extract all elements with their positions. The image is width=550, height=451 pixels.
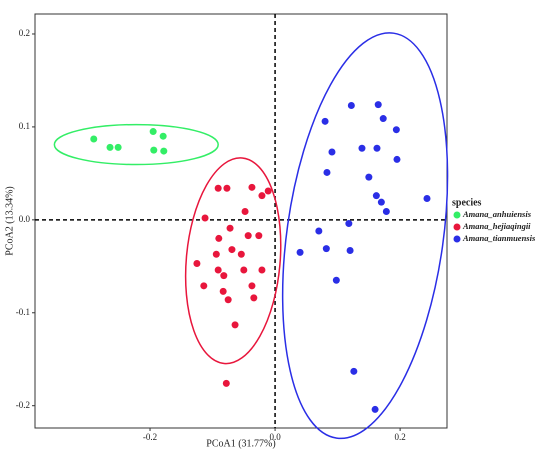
point bbox=[321, 117, 329, 125]
point bbox=[228, 246, 236, 254]
point bbox=[350, 367, 358, 375]
point bbox=[220, 272, 228, 280]
point bbox=[374, 101, 382, 109]
point bbox=[373, 144, 381, 152]
point bbox=[377, 198, 385, 206]
point bbox=[248, 282, 256, 290]
point bbox=[332, 276, 340, 284]
point bbox=[372, 192, 380, 200]
point bbox=[200, 282, 208, 290]
x-tick-label: 0.0 bbox=[269, 432, 281, 442]
y-tick-label: 0.1 bbox=[19, 121, 30, 131]
point bbox=[149, 128, 157, 136]
point bbox=[323, 168, 331, 176]
point bbox=[379, 115, 387, 123]
point bbox=[264, 187, 272, 195]
point bbox=[215, 234, 223, 242]
point bbox=[345, 220, 353, 228]
legend-label: Amana_hejiaqingii bbox=[462, 221, 531, 231]
point bbox=[347, 102, 355, 110]
point bbox=[160, 147, 168, 155]
point bbox=[224, 296, 232, 304]
point bbox=[371, 405, 379, 413]
point bbox=[358, 144, 366, 152]
point bbox=[193, 260, 201, 268]
point bbox=[231, 321, 239, 329]
point bbox=[219, 287, 227, 295]
y-axis-title: PCoA2 (13.34%) bbox=[4, 186, 15, 255]
legend-label: Amana_tianmuensis bbox=[462, 233, 536, 243]
point bbox=[106, 143, 114, 151]
point bbox=[159, 132, 167, 140]
legend-swatch bbox=[453, 211, 461, 219]
legend-swatch bbox=[453, 223, 461, 231]
legend-title: species bbox=[452, 197, 482, 208]
point bbox=[240, 266, 248, 274]
point bbox=[237, 250, 245, 258]
point bbox=[241, 207, 249, 215]
plot-frame bbox=[34, 13, 448, 429]
point bbox=[315, 227, 323, 235]
point bbox=[322, 245, 330, 253]
point bbox=[365, 173, 373, 181]
confidence-ellipse bbox=[53, 123, 219, 166]
point bbox=[250, 294, 258, 302]
confidence-ellipse bbox=[184, 157, 282, 365]
x-tick-label: 0.2 bbox=[394, 432, 405, 442]
point bbox=[214, 266, 222, 274]
point bbox=[248, 183, 256, 191]
y-tick-label: -0.1 bbox=[16, 307, 30, 317]
y-tick-label: 0.2 bbox=[19, 28, 30, 38]
point bbox=[393, 155, 401, 163]
point bbox=[223, 184, 231, 192]
point bbox=[114, 143, 122, 151]
x-axis-title: PCoA1 (31.77%) bbox=[206, 438, 275, 449]
point bbox=[328, 148, 336, 156]
point bbox=[423, 194, 431, 202]
point bbox=[255, 232, 263, 240]
point bbox=[226, 224, 234, 232]
point bbox=[258, 266, 266, 274]
y-tick-label: 0.0 bbox=[19, 214, 31, 224]
point bbox=[214, 184, 222, 192]
point bbox=[346, 247, 354, 255]
point bbox=[392, 126, 400, 134]
point bbox=[258, 192, 266, 200]
point bbox=[222, 379, 230, 387]
point bbox=[244, 232, 252, 240]
y-tick-label: -0.2 bbox=[16, 400, 30, 410]
legend-swatch bbox=[453, 235, 461, 243]
point bbox=[212, 250, 220, 258]
confidence-ellipse bbox=[281, 32, 449, 440]
point bbox=[296, 248, 304, 256]
point bbox=[382, 207, 390, 215]
point bbox=[90, 135, 98, 143]
point bbox=[201, 214, 209, 222]
x-tick-label: -0.2 bbox=[143, 432, 157, 442]
point bbox=[150, 146, 158, 154]
legend-label: Amana_anhuiensis bbox=[462, 209, 532, 219]
